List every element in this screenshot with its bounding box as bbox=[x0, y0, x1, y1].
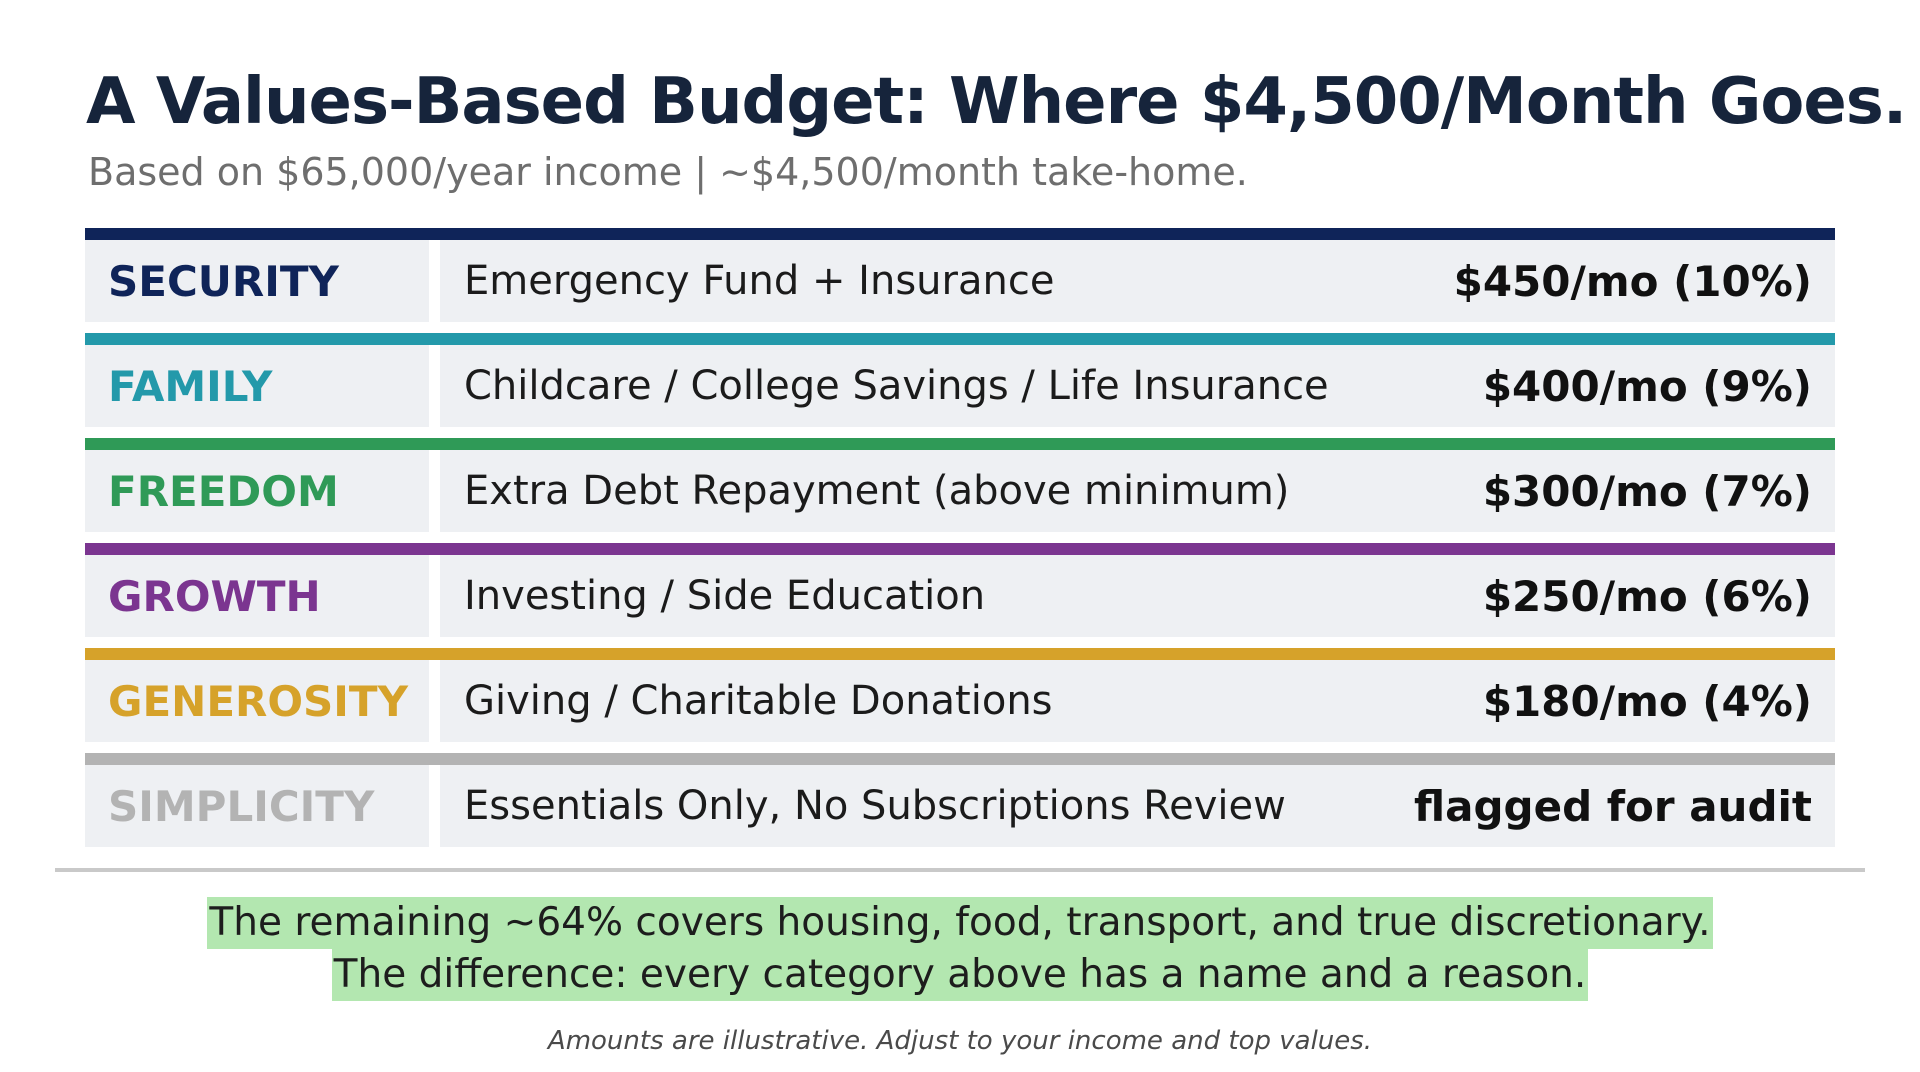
budget-row: GENEROSITY Giving / Charitable Donations… bbox=[85, 648, 1835, 753]
allocation-description: Extra Debt Repayment (above minimum) bbox=[464, 468, 1290, 514]
category-color-bar bbox=[85, 543, 1835, 555]
budget-row: GROWTH Investing / Side Education $250/m… bbox=[85, 543, 1835, 648]
category-label: GROWTH bbox=[108, 571, 321, 621]
page-subtitle: Based on $65,000/year income | ~$4,500/m… bbox=[88, 150, 1248, 194]
footnote: Amounts are illustrative. Adjust to your… bbox=[547, 1026, 1373, 1056]
budget-row: SIMPLICITY Essentials Only, No Subscript… bbox=[85, 753, 1835, 858]
category-color-bar bbox=[85, 753, 1835, 765]
allocation-amount: $250/mo (6%) bbox=[1482, 571, 1812, 621]
category-color-bar bbox=[85, 333, 1835, 345]
allocation-description: Giving / Charitable Donations bbox=[464, 678, 1053, 724]
allocation-amount: $400/mo (9%) bbox=[1482, 361, 1812, 411]
allocation-amount: $450/mo (10%) bbox=[1453, 256, 1812, 306]
summary-callout: The remaining ~64% covers housing, food,… bbox=[0, 897, 1920, 1001]
category-label: FAMILY bbox=[108, 361, 273, 411]
category-cell: FAMILY bbox=[85, 345, 429, 427]
allocation-amount: flagged for audit bbox=[1413, 781, 1812, 831]
category-cell: SECURITY bbox=[85, 240, 429, 322]
budget-row: SECURITY Emergency Fund + Insurance $450… bbox=[85, 228, 1835, 333]
category-cell: GENEROSITY bbox=[85, 660, 429, 742]
allocation-cell: Childcare / College Savings / Life Insur… bbox=[440, 345, 1835, 427]
category-label: GENEROSITY bbox=[108, 676, 408, 726]
allocation-amount: $300/mo (7%) bbox=[1482, 466, 1812, 516]
category-label: SIMPLICITY bbox=[108, 781, 375, 831]
allocation-amount: $180/mo (4%) bbox=[1482, 676, 1812, 726]
budget-row: FREEDOM Extra Debt Repayment (above mini… bbox=[85, 438, 1835, 543]
budget-row: FAMILY Childcare / College Savings / Lif… bbox=[85, 333, 1835, 438]
category-cell: SIMPLICITY bbox=[85, 765, 429, 847]
budget-table: SECURITY Emergency Fund + Insurance $450… bbox=[85, 228, 1835, 858]
summary-line: The remaining ~64% covers housing, food,… bbox=[207, 897, 1713, 949]
category-color-bar bbox=[85, 228, 1835, 240]
allocation-cell: Giving / Charitable Donations $180/mo (4… bbox=[440, 660, 1835, 742]
category-color-bar bbox=[85, 648, 1835, 660]
category-label: SECURITY bbox=[108, 256, 339, 306]
page-title: A Values-Based Budget: Where $4,500/Mont… bbox=[86, 65, 1907, 139]
allocation-cell: Essentials Only, No Subscriptions Review… bbox=[440, 765, 1835, 847]
allocation-description: Essentials Only, No Subscriptions Review bbox=[464, 783, 1286, 829]
section-divider bbox=[55, 868, 1865, 872]
category-color-bar bbox=[85, 438, 1835, 450]
allocation-cell: Extra Debt Repayment (above minimum) $30… bbox=[440, 450, 1835, 532]
allocation-cell: Emergency Fund + Insurance $450/mo (10%) bbox=[440, 240, 1835, 322]
allocation-description: Investing / Side Education bbox=[464, 573, 986, 619]
allocation-description: Childcare / College Savings / Life Insur… bbox=[464, 363, 1329, 409]
category-cell: FREEDOM bbox=[85, 450, 429, 532]
allocation-cell: Investing / Side Education $250/mo (6%) bbox=[440, 555, 1835, 637]
summary-line: The difference: every category above has… bbox=[331, 949, 1589, 1001]
allocation-description: Emergency Fund + Insurance bbox=[464, 258, 1055, 304]
category-cell: GROWTH bbox=[85, 555, 429, 637]
category-label: FREEDOM bbox=[108, 466, 339, 516]
